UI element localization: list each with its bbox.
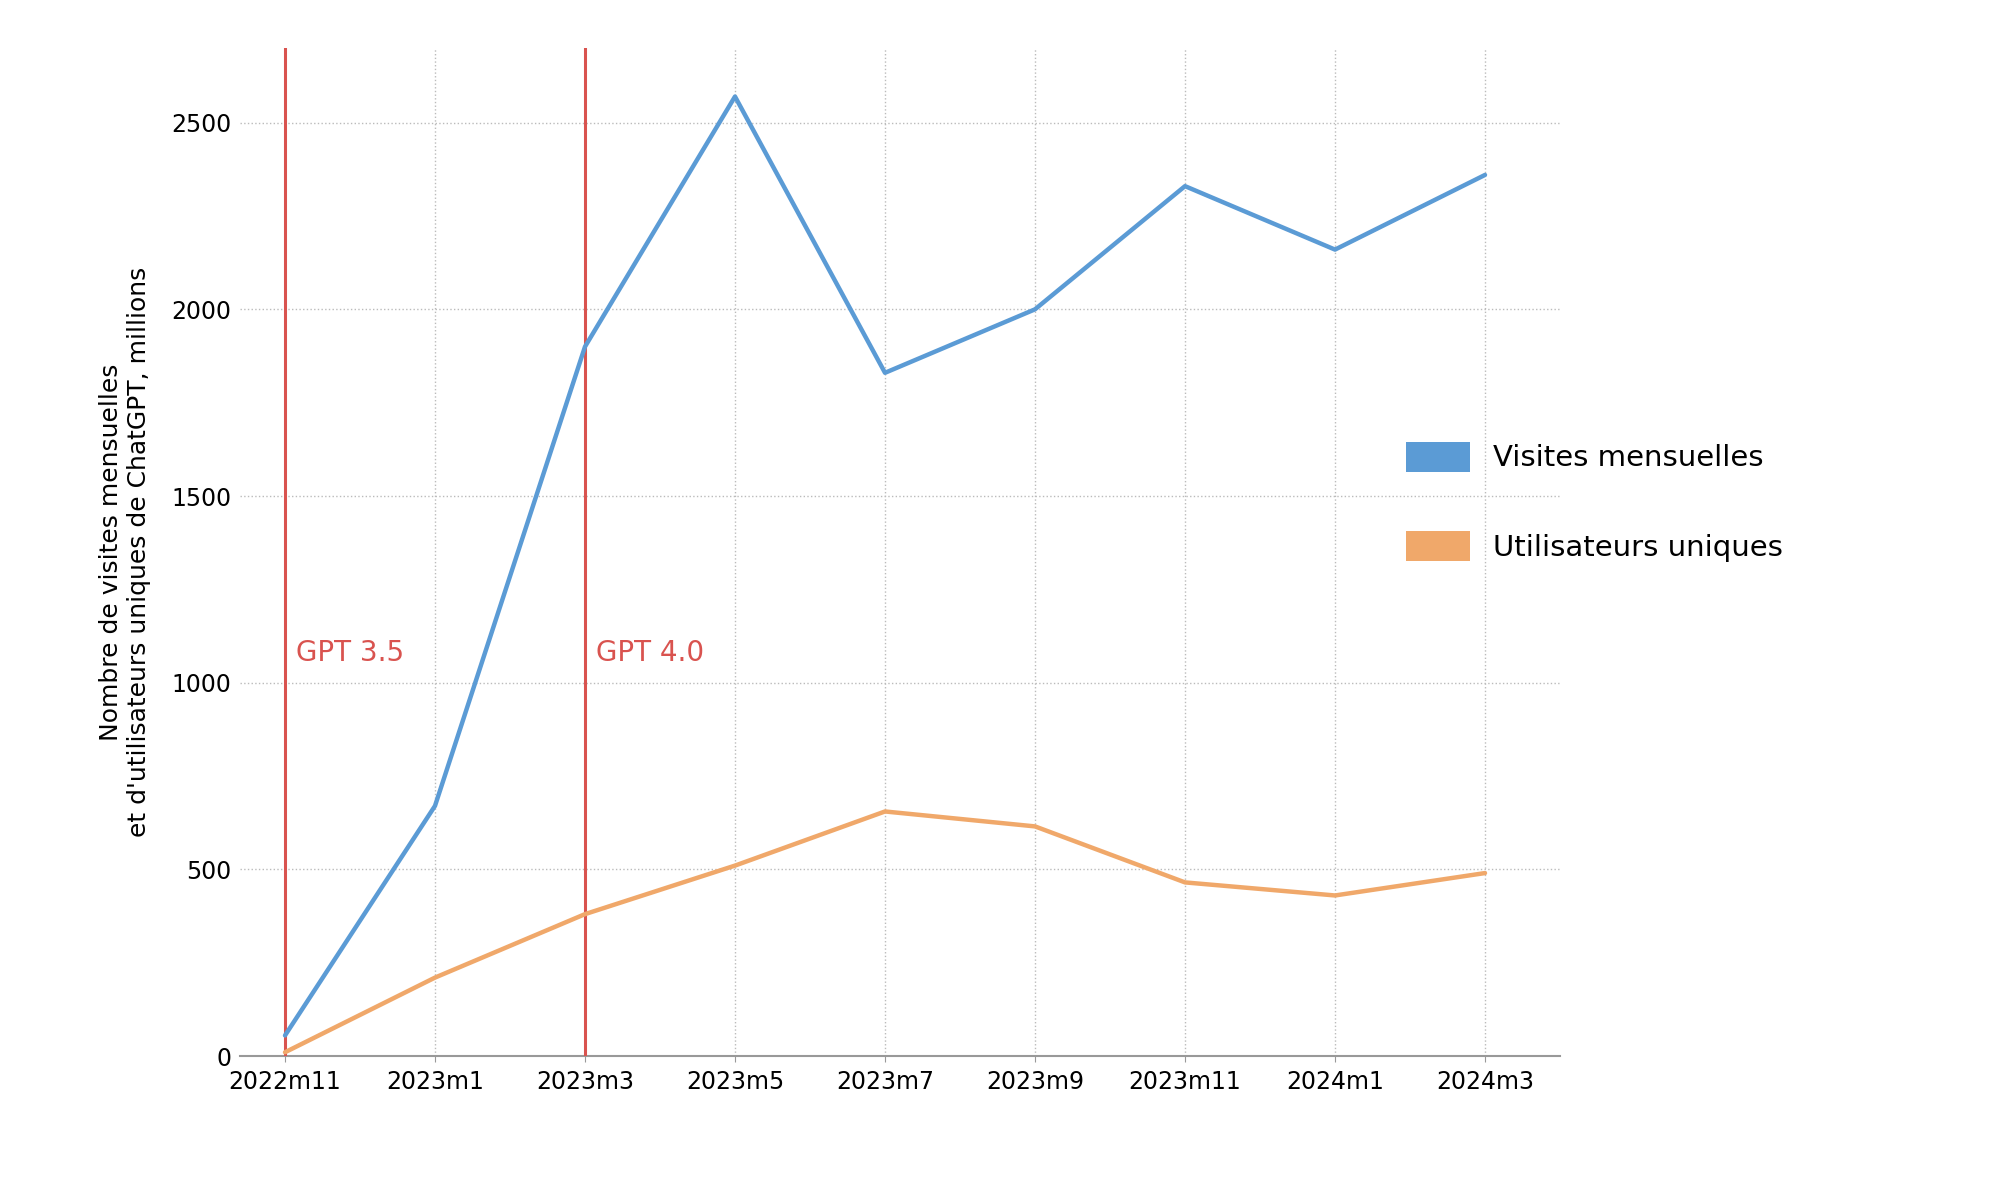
Legend: Visites mensuelles, Utilisateurs uniques: Visites mensuelles, Utilisateurs uniques	[1406, 442, 1784, 562]
Y-axis label: Nombre de visites mensuelles
et d'utilisateurs uniques de ChatGPT, millions: Nombre de visites mensuelles et d'utilis…	[98, 266, 150, 838]
Text: GPT 3.5: GPT 3.5	[296, 638, 404, 667]
Text: GPT 4.0: GPT 4.0	[596, 638, 704, 667]
